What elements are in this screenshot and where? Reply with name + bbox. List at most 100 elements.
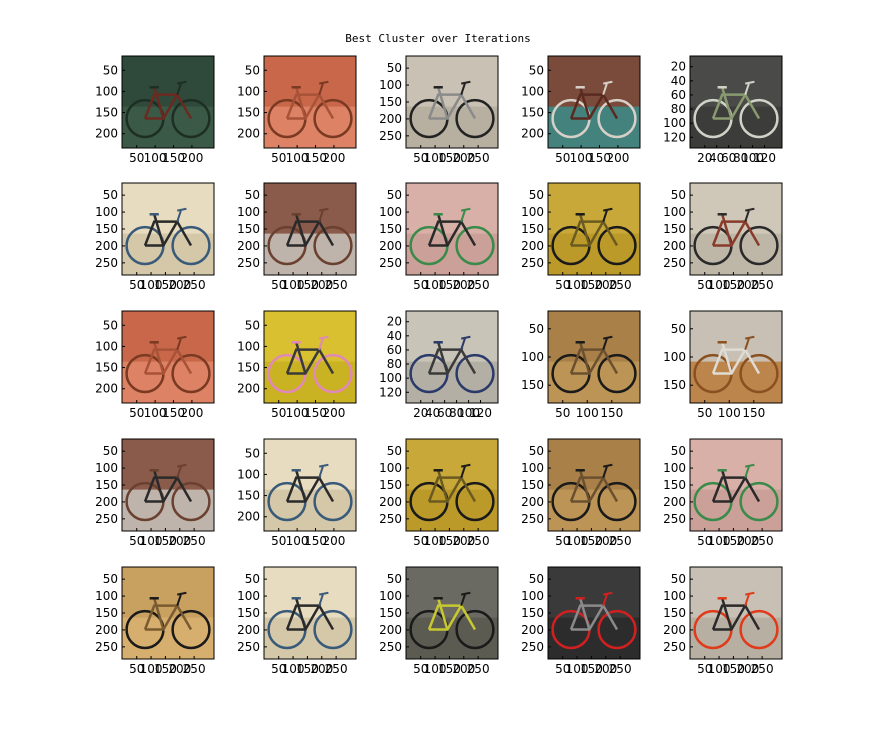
x-tick-label: 200 <box>736 278 759 292</box>
y-tick-label: 50 <box>529 188 544 202</box>
axes-frame <box>121 310 215 404</box>
y-tick-label: 250 <box>379 129 402 143</box>
x-tick-label: 200 <box>452 151 475 165</box>
y-tick-label: 150 <box>237 361 260 375</box>
x-tick-label: 250 <box>183 662 206 676</box>
y-tick-label: 200 <box>663 623 686 637</box>
y-tick-label: 150 <box>237 489 260 503</box>
y-tick-label: 100 <box>521 84 544 98</box>
y-tick-label: 200 <box>663 239 686 253</box>
y-tick-label: 100 <box>663 589 686 603</box>
y-tick-label: 100 <box>521 461 544 475</box>
y-tick-label: 200 <box>95 382 118 396</box>
y-tick-label: 200 <box>379 623 402 637</box>
x-tick-label: 150 <box>722 278 745 292</box>
x-tick-label: 250 <box>751 662 774 676</box>
x-tick-label: 20 <box>413 406 428 420</box>
x-tick-label: 100 <box>286 151 309 165</box>
x-tick-label: 150 <box>296 278 319 292</box>
y-tick-label: 150 <box>237 106 260 120</box>
photo-thumbnail <box>406 56 498 148</box>
x-tick-label: 200 <box>452 662 475 676</box>
y-tick-label: 200 <box>237 382 260 396</box>
axes-frame <box>121 55 215 149</box>
y-tick-label: 100 <box>95 205 118 219</box>
x-tick-label: 100 <box>286 406 309 420</box>
x-tick-label: 150 <box>600 406 623 420</box>
y-tick-label: 250 <box>663 640 686 654</box>
x-tick-label: 250 <box>467 662 490 676</box>
y-tick-label: 80 <box>671 102 686 116</box>
x-tick-label: 250 <box>609 278 632 292</box>
y-tick-label: 150 <box>95 606 118 620</box>
x-tick-label: 50 <box>697 278 712 292</box>
y-tick-label: 200 <box>521 495 544 509</box>
y-tick-label: 100 <box>237 467 260 481</box>
photo-thumbnail <box>406 567 498 659</box>
y-tick-label: 100 <box>95 589 118 603</box>
photo-thumbnail <box>406 183 498 275</box>
x-tick-label: 200 <box>452 534 475 548</box>
photo-thumbnail <box>548 311 640 403</box>
axes-frame <box>547 55 641 149</box>
x-tick-label: 150 <box>304 406 327 420</box>
photo-thumbnail <box>264 183 356 275</box>
y-tick-label: 120 <box>663 130 686 144</box>
y-tick-label: 100 <box>379 589 402 603</box>
y-tick-label: 50 <box>529 572 544 586</box>
photo-thumbnail <box>122 183 214 275</box>
photo-thumbnail <box>264 439 356 531</box>
x-tick-label: 200 <box>594 662 617 676</box>
x-tick-label: 100 <box>140 662 163 676</box>
y-tick-label: 250 <box>95 640 118 654</box>
y-tick-label: 150 <box>663 378 686 392</box>
y-tick-label: 200 <box>379 239 402 253</box>
x-tick-label: 100 <box>282 662 305 676</box>
x-tick-label: 100 <box>566 278 589 292</box>
y-tick-label: 20 <box>387 315 402 329</box>
x-tick-label: 250 <box>751 534 774 548</box>
y-tick-label: 100 <box>663 205 686 219</box>
x-tick-label: 150 <box>742 406 765 420</box>
y-tick-label: 100 <box>379 371 402 385</box>
x-tick-label: 200 <box>594 534 617 548</box>
y-tick-label: 40 <box>387 329 402 343</box>
x-tick-label: 50 <box>697 662 712 676</box>
y-tick-label: 50 <box>671 572 686 586</box>
y-tick-label: 100 <box>663 116 686 130</box>
y-tick-label: 100 <box>237 205 260 219</box>
x-tick-label: 50 <box>555 278 570 292</box>
x-tick-label: 100 <box>424 662 447 676</box>
x-tick-label: 100 <box>140 278 163 292</box>
x-tick-label: 80 <box>449 406 464 420</box>
y-tick-label: 200 <box>521 239 544 253</box>
x-tick-label: 200 <box>322 534 345 548</box>
y-tick-label: 200 <box>95 127 118 141</box>
x-tick-label: 100 <box>741 151 764 165</box>
photo-thumbnail <box>122 311 214 403</box>
y-tick-label: 60 <box>387 343 402 357</box>
photo-thumbnail <box>690 439 782 531</box>
x-tick-label: 40 <box>425 406 440 420</box>
x-tick-label: 50 <box>271 406 286 420</box>
x-tick-label: 100 <box>424 278 447 292</box>
x-tick-label: 200 <box>606 151 629 165</box>
y-tick-label: 50 <box>103 444 118 458</box>
y-tick-label: 100 <box>95 339 118 353</box>
photo-thumbnail <box>122 567 214 659</box>
y-tick-label: 150 <box>663 606 686 620</box>
y-tick-label: 50 <box>245 188 260 202</box>
x-tick-label: 150 <box>438 151 461 165</box>
x-tick-label: 100 <box>144 151 167 165</box>
y-tick-label: 50 <box>245 446 260 460</box>
